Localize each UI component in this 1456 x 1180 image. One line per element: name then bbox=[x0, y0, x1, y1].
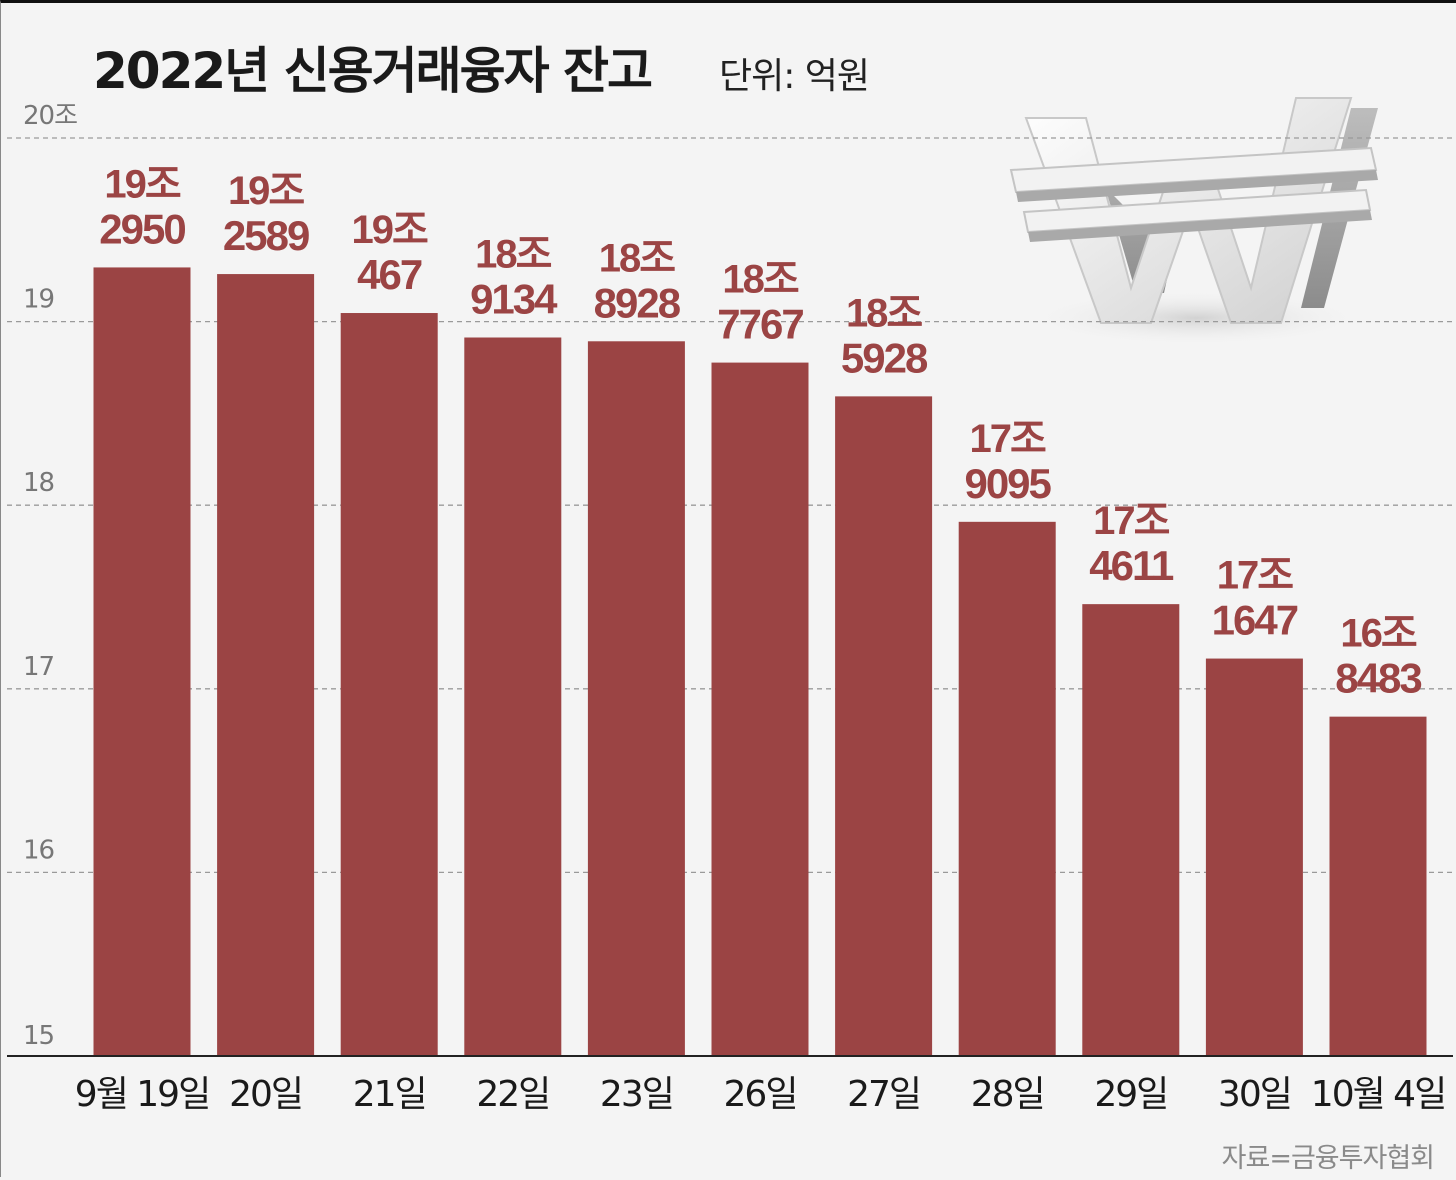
bar-data-label: 17조 bbox=[1093, 499, 1169, 543]
x-tick-label: 10월 4일 bbox=[1311, 1074, 1445, 1115]
x-tick-label: 27일 bbox=[847, 1074, 920, 1115]
x-tick-label: 20일 bbox=[229, 1074, 302, 1115]
y-tick-label: 19 bbox=[23, 285, 54, 315]
bar-data-label: 18조 bbox=[722, 258, 798, 302]
chart-title: 2022년 신용거래융자 잔고 bbox=[93, 42, 653, 100]
bar-data-label: 9134 bbox=[470, 275, 558, 322]
bar bbox=[1082, 604, 1180, 1056]
y-tick-label: 18 bbox=[23, 468, 54, 498]
y-tick-label: 20조 bbox=[23, 101, 77, 131]
bar-data-label: 16조 bbox=[1340, 612, 1416, 656]
bar-data-label: 5928 bbox=[841, 334, 928, 381]
bar-data-label: 8483 bbox=[1335, 655, 1421, 702]
x-tick-label: 22일 bbox=[476, 1074, 549, 1115]
bar bbox=[464, 337, 562, 1056]
x-tick-label: 9월 19일 bbox=[75, 1074, 209, 1115]
bar-data-label: 19조 bbox=[228, 169, 304, 213]
bar bbox=[93, 267, 191, 1056]
bar-data-label: 18조 bbox=[846, 291, 922, 335]
bar-data-label: 18조 bbox=[475, 232, 551, 276]
bar bbox=[1329, 716, 1427, 1056]
bar-data-label: 18조 bbox=[599, 236, 675, 280]
x-tick-label: 28일 bbox=[971, 1074, 1044, 1115]
bar bbox=[711, 362, 809, 1056]
bar bbox=[217, 274, 315, 1057]
bar bbox=[340, 313, 438, 1056]
x-tick-label: 21일 bbox=[353, 1074, 426, 1115]
bar-data-label: 17조 bbox=[1217, 554, 1293, 598]
x-tick-label: 26일 bbox=[724, 1074, 797, 1115]
bar-data-label: 9095 bbox=[964, 460, 1051, 507]
bar-data-label: 17조 bbox=[970, 417, 1046, 461]
unit-label: 단위: 억원 bbox=[719, 56, 870, 97]
bar-data-label: 2589 bbox=[223, 212, 309, 259]
y-tick-label: 15 bbox=[23, 1021, 54, 1051]
bar-data-label: 19조 bbox=[352, 208, 428, 252]
x-tick-label: 30일 bbox=[1218, 1074, 1291, 1115]
bar bbox=[958, 521, 1056, 1056]
bar-data-label: 467 bbox=[357, 251, 422, 298]
bar-data-label: 8928 bbox=[594, 279, 681, 326]
y-tick-label: 17 bbox=[23, 652, 54, 682]
x-tick-label: 23일 bbox=[600, 1074, 673, 1115]
bar-data-label: 7767 bbox=[717, 301, 803, 348]
source-note: 자료=금융투자협회 bbox=[1221, 1143, 1435, 1174]
y-tick-label: 16 bbox=[23, 835, 54, 865]
bar bbox=[587, 341, 685, 1056]
bar bbox=[835, 396, 933, 1056]
x-tick-label: 29일 bbox=[1094, 1074, 1167, 1115]
bar-data-label: 2950 bbox=[99, 205, 185, 252]
bar-data-label: 19조 bbox=[104, 162, 180, 206]
bar-data-label: 1647 bbox=[1212, 597, 1298, 644]
bar bbox=[1205, 658, 1303, 1056]
won-sign-3d-icon bbox=[1009, 97, 1378, 346]
bar-data-label: 4611 bbox=[1089, 542, 1174, 589]
